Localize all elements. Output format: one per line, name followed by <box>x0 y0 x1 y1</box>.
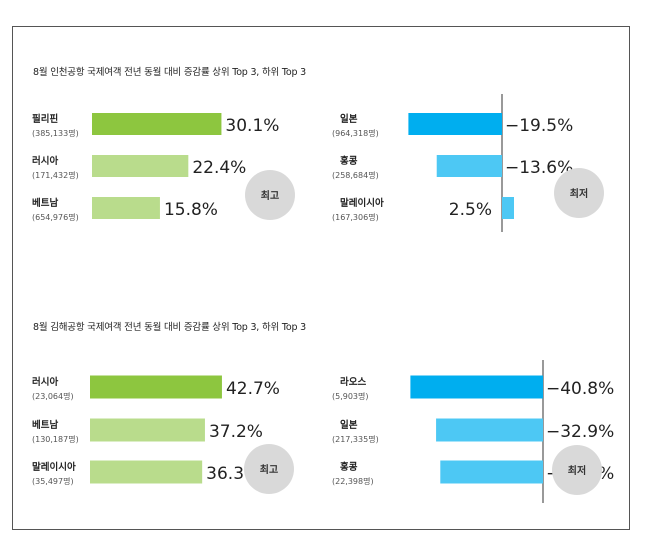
bar-bottom-2 <box>436 155 502 177</box>
bar-top-3 <box>92 197 160 219</box>
value-label: −40.8% <box>546 379 614 399</box>
country-label: 러시아 <box>32 155 58 167</box>
bar-bottom-3 <box>440 460 543 484</box>
bar-top-2 <box>92 155 189 177</box>
bar-top-1 <box>90 375 222 399</box>
passenger-count: (171,432명) <box>32 170 79 180</box>
bar-bottom-3 <box>502 197 514 219</box>
chart-frame <box>12 26 630 530</box>
country-label: 베트남 <box>32 197 58 209</box>
passenger-count: (217,335명) <box>332 434 379 444</box>
bar-top-2 <box>90 418 205 442</box>
value-label: 37.2% <box>209 422 263 442</box>
value-label: 15.8% <box>164 200 218 220</box>
panel-title-incheon: 8월 인천공항 국제여객 전년 동월 대비 증감률 상위 Top 3, 하위 T… <box>33 67 306 78</box>
badge-circle-bottom <box>552 445 602 495</box>
value-label: 42.7% <box>226 379 280 399</box>
badge-circle-top <box>245 170 295 220</box>
bar-bottom-2 <box>436 418 543 442</box>
badge-circle-top <box>244 444 294 494</box>
bar-top-1 <box>92 113 222 135</box>
badge-label-bottom: 최저 <box>570 187 588 200</box>
badge-circle-bottom <box>554 168 604 218</box>
passenger-count: (22,398명) <box>332 476 374 486</box>
bar-top-3 <box>90 460 203 484</box>
passenger-count: (385,133명) <box>32 128 79 138</box>
value-label: −13.6% <box>505 158 573 178</box>
country-label: 말레이시아 <box>340 197 384 209</box>
passenger-count: (35,497명) <box>32 476 74 486</box>
value-label: −32.9% <box>546 422 614 442</box>
country-label: 일본 <box>340 113 358 125</box>
badge-label-top: 최고 <box>260 463 278 476</box>
panel-title-gimhae: 8월 김해공항 국제여객 전년 동월 대비 증감률 상위 Top 3, 하위 T… <box>33 322 306 333</box>
country-label: 홍콩 <box>340 461 358 473</box>
value-label: 22.4% <box>192 158 246 178</box>
passenger-count: (130,187명) <box>32 434 79 444</box>
country-label: 홍콩 <box>340 155 358 167</box>
country-label: 말레이시아 <box>32 461 76 473</box>
passenger-count: (654,976명) <box>32 212 79 222</box>
badge-label-bottom: 최저 <box>568 464 586 477</box>
passenger-count: (964,318명) <box>332 128 379 138</box>
value-label: 30.1% <box>225 116 279 136</box>
country-label: 일본 <box>340 419 358 431</box>
country-label: 러시아 <box>32 376 58 388</box>
badge-label-top: 최고 <box>261 189 279 202</box>
passenger-count: (258,684명) <box>332 170 379 180</box>
passenger-count: (23,064명) <box>32 391 74 401</box>
value-label: −19.5% <box>505 116 573 136</box>
country-label: 필리핀 <box>32 113 58 125</box>
bar-bottom-1 <box>410 375 543 399</box>
country-label: 베트남 <box>32 419 58 431</box>
bar-bottom-1 <box>408 113 502 135</box>
passenger-count: (5,903명) <box>332 391 369 401</box>
passenger-count: (167,306명) <box>332 212 379 222</box>
country-label: 라오스 <box>340 376 366 388</box>
value-label: 2.5% <box>449 200 492 220</box>
